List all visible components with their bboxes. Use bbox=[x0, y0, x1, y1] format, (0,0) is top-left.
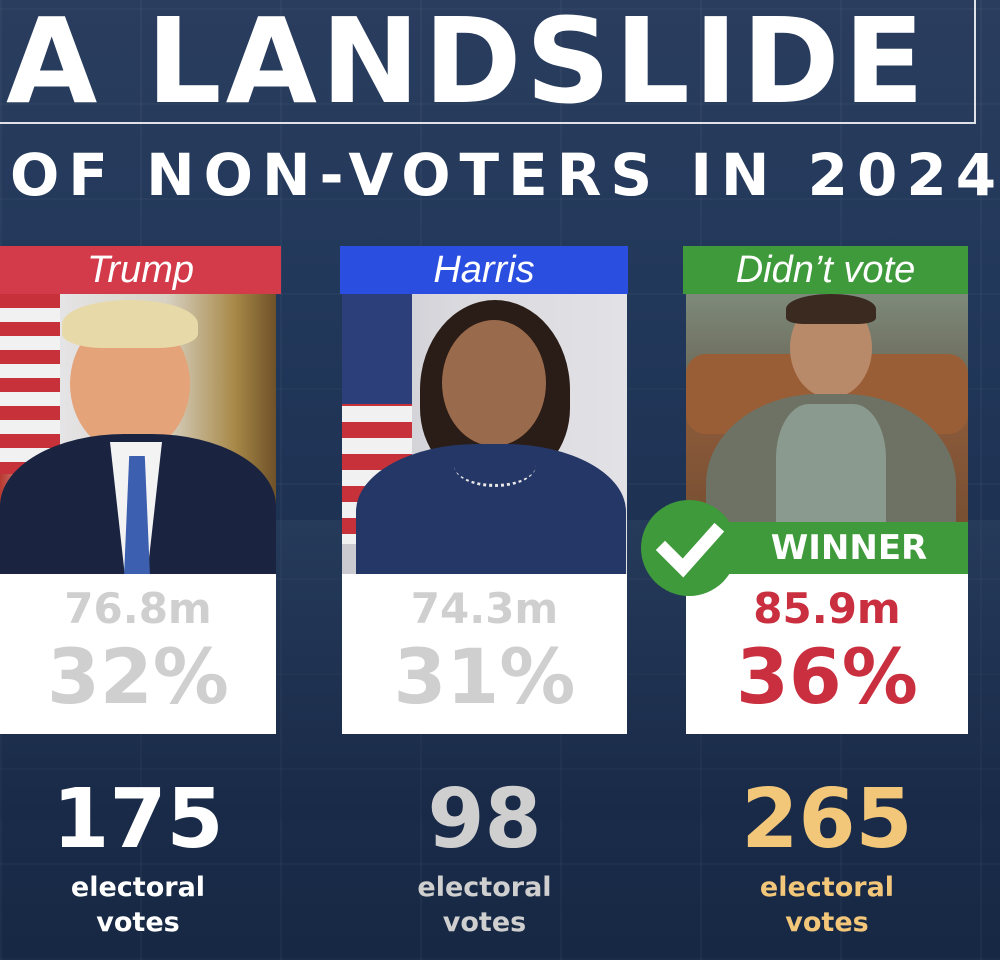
flag-decoration bbox=[0, 294, 60, 474]
electoral-count-trump: 175 bbox=[52, 772, 224, 867]
electoral-label2-trump: votes bbox=[96, 907, 180, 938]
electoral-label-trump: electoral bbox=[70, 872, 206, 903]
check-icon bbox=[641, 500, 737, 596]
electoral-trump: 175 electoral votes bbox=[0, 770, 276, 940]
title-frame bbox=[0, 0, 976, 124]
headline-title: A LANDSLIDE bbox=[6, 0, 929, 130]
electoral-didnt-vote: 265 electoral votes bbox=[686, 770, 968, 940]
winner-badge: WINNER bbox=[700, 522, 968, 574]
electoral-count-didnt-vote: 265 bbox=[741, 772, 913, 867]
percent-harris: 31% bbox=[393, 632, 576, 721]
candidate-photo-harris bbox=[342, 294, 627, 574]
portrait-hair bbox=[62, 300, 198, 348]
popular-votes-trump: 76.8m bbox=[64, 584, 212, 633]
candidate-label-trump: Trump bbox=[0, 246, 281, 294]
candidate-label-didnt-vote: Didn’t vote bbox=[683, 246, 968, 294]
electoral-label2-didnt-vote: votes bbox=[785, 907, 869, 938]
stat-card-trump: 76.8m 32% bbox=[0, 574, 276, 734]
stat-card-harris: 74.3m 31% bbox=[342, 574, 627, 734]
popular-votes-didnt-vote: 85.9m bbox=[753, 584, 901, 633]
candidate-label-harris: Harris bbox=[340, 246, 628, 294]
portrait-head bbox=[442, 320, 546, 446]
portrait-hair bbox=[786, 294, 876, 324]
electoral-harris: 98 electoral votes bbox=[342, 770, 627, 940]
electoral-label2-harris: votes bbox=[442, 907, 527, 938]
electoral-label-harris: electoral bbox=[417, 872, 552, 903]
electoral-label-didnt-vote: electoral bbox=[759, 872, 895, 903]
candidate-photo-trump bbox=[0, 294, 276, 574]
electoral-count-harris: 98 bbox=[427, 772, 542, 867]
percent-didnt-vote: 36% bbox=[736, 632, 918, 721]
stat-card-didnt-vote: 85.9m 36% bbox=[686, 574, 968, 734]
headline-subtitle: OF NON-VOTERS IN 2024 bbox=[10, 141, 1000, 209]
popular-votes-harris: 74.3m bbox=[410, 584, 559, 633]
portrait-necklace bbox=[454, 444, 536, 487]
flag-canton bbox=[342, 294, 412, 404]
check-icon-glyph bbox=[655, 522, 725, 578]
percent-trump: 32% bbox=[47, 632, 229, 721]
